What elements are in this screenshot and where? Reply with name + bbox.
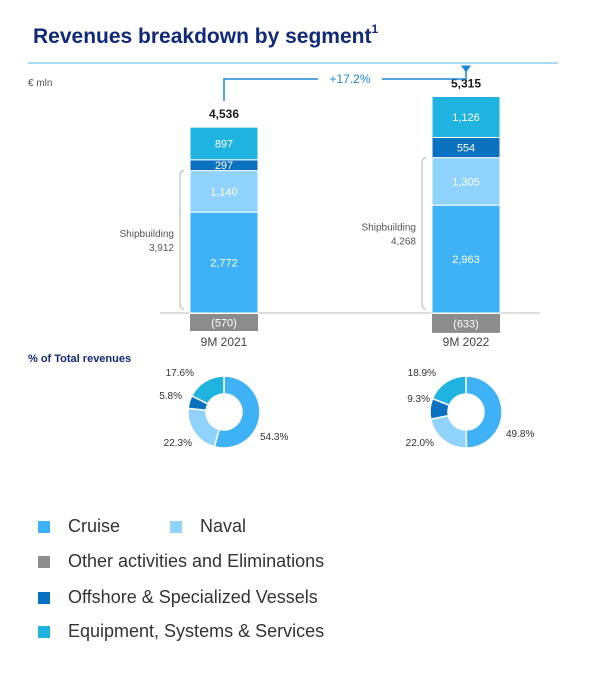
legend-swatch-cruise — [38, 521, 50, 534]
legend-item-equipment: Equipment, Systems & Services — [38, 621, 324, 642]
donut-slice-equipment-1 — [431, 375, 467, 407]
donut-charts: 54.3% 22.3% 5.8% 17.6% 49.8% 22.0% 9.3% 18.9% — [159, 368, 534, 449]
bar-total-1: 5,315 — [451, 76, 481, 90]
bar-label-equipment-1: 1,126 — [452, 112, 480, 124]
bar-other-0 — [190, 314, 258, 332]
page-title: Revenues breakdown by segment1 — [33, 22, 379, 49]
donut-label-offshore-0: 5.8% — [159, 391, 182, 402]
bar-label-other-1: (633) — [453, 318, 479, 330]
category-label-1: 9M 2022 — [443, 335, 490, 349]
bar-label-equipment-0: 897 — [215, 138, 233, 150]
bar-label-cruise-1: 2,963 — [452, 254, 480, 266]
donut-label-offshore-1: 9.3% — [407, 394, 430, 405]
legend-label-other: Other activities and Eliminations — [68, 551, 325, 571]
donut-label-naval-0: 22.3% — [164, 438, 192, 449]
donut-slice-naval-0 — [187, 407, 221, 448]
bar-label-offshore-1: 554 — [457, 143, 475, 155]
donut-slice-naval-1 — [429, 414, 468, 449]
legend-item-other: Other activities and Eliminations — [38, 551, 324, 572]
bracket-value-1: 4,268 — [391, 236, 416, 247]
shipbuilding-bracket-0 — [179, 169, 185, 310]
legend-swatch-other — [38, 556, 50, 569]
legend-label-equipment: Equipment, Systems & Services — [68, 621, 325, 641]
donut-slice-cruise-0 — [213, 375, 261, 449]
bar-equipment-0 — [189, 126, 259, 161]
legend-swatch-offshore — [38, 592, 50, 605]
legend-label-naval: Naval — [200, 516, 247, 536]
bar-naval-0 — [189, 170, 259, 213]
legend-label-cruise: Cruise — [68, 516, 121, 536]
bar-cruise-1 — [431, 204, 501, 314]
donut-label-equipment-1: 18.9% — [408, 368, 436, 379]
donut-section-title: % of Total revenues — [28, 353, 131, 365]
bar-total-0: 4,536 — [209, 107, 239, 121]
bracket-value-0: 3,912 — [149, 243, 174, 254]
bar-equipment-1 — [431, 95, 501, 138]
footnote-marker: 1 — [371, 22, 379, 36]
donut-label-cruise-1: 49.8% — [506, 429, 534, 440]
bar-cruise-0 — [189, 211, 259, 314]
legend-swatch-equipment — [38, 626, 50, 639]
legend-item-naval: Naval — [170, 516, 246, 537]
donut-label-naval-1: 22.0% — [406, 438, 434, 449]
bracket-label-0: Shipbuilding — [120, 229, 175, 240]
growth-arrowhead — [461, 65, 471, 73]
legend-item-cruise: Cruise — [38, 516, 120, 537]
revenue-chart: € mln 2,772 1,140 297 897 (570) 4,536 9M 2021 S… — [28, 65, 540, 449]
growth-label: +17.2% — [329, 72, 370, 86]
donut-label-equipment-0: 17.6% — [166, 368, 194, 379]
bar-label-other-0: (570) — [211, 318, 237, 330]
donut-slice-cruise-1 — [465, 375, 503, 449]
shipbuilding-bracket-1 — [421, 156, 427, 310]
growth-label-bg — [318, 70, 382, 88]
bar-label-offshore-0: 297 — [215, 160, 233, 172]
legend-label-offshore: Offshore & Specialized Vessels — [68, 587, 318, 607]
bar-naval-1 — [431, 157, 501, 206]
bar-label-naval-0: 1,140 — [210, 186, 238, 198]
donut-slice-equipment-0 — [190, 375, 225, 405]
legend-item-offshore: Offshore & Specialized Vessels — [38, 587, 318, 608]
y-unit-label: € mln — [28, 78, 52, 89]
bracket-label-1: Shipbuilding — [362, 222, 417, 233]
page-title-text: Revenues breakdown by segment — [33, 25, 372, 48]
bar-label-naval-1: 1,305 — [452, 176, 480, 188]
category-label-0: 9M 2021 — [201, 335, 248, 349]
title-divider — [28, 62, 558, 64]
donut-label-cruise-0: 54.3% — [260, 432, 288, 443]
legend-swatch-naval — [170, 521, 182, 534]
bar-chart-area: 2,772 1,140 297 897 (570) 4,536 9M 2021 Shipbui… — [120, 65, 540, 349]
bar-label-cruise-0: 2,772 — [210, 258, 238, 270]
bar-other-1 — [432, 314, 500, 333]
